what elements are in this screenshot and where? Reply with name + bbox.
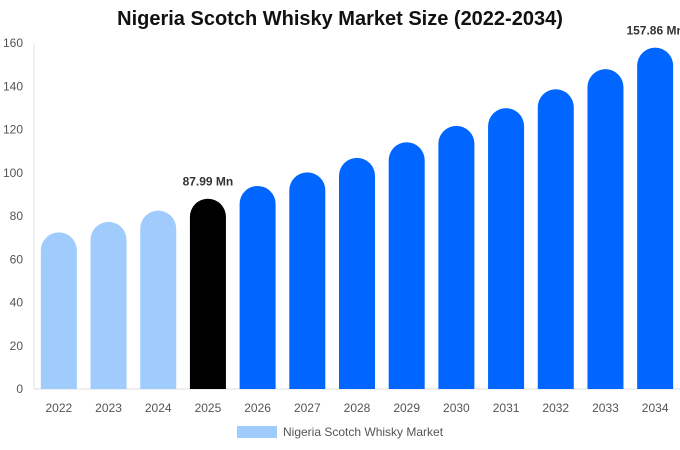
y-tick-label: 60 xyxy=(10,252,24,266)
x-tick-label: 2024 xyxy=(145,401,172,415)
x-tick-label: 2023 xyxy=(95,401,122,415)
chart-title: Nigeria Scotch Whisky Market Size (2022-… xyxy=(117,8,563,30)
y-tick-label: 0 xyxy=(16,382,23,396)
data-label-2025: 87.99 Mn xyxy=(183,175,234,189)
bar-2033 xyxy=(587,69,624,389)
y-tick-label: 80 xyxy=(10,209,24,223)
bar-2025 xyxy=(189,198,226,389)
x-tick-label: 2031 xyxy=(493,401,520,415)
y-tick-label: 100 xyxy=(3,166,23,180)
bar-2022 xyxy=(40,232,77,389)
x-tick-label: 2022 xyxy=(45,401,72,415)
x-tick-label: 2028 xyxy=(344,401,371,415)
y-tick-label: 140 xyxy=(3,79,23,93)
bar-2024 xyxy=(140,210,177,389)
bar-2030 xyxy=(438,125,475,390)
data-label-2034: 157.86 Mn xyxy=(626,24,680,38)
legend: Nigeria Scotch Whisky Market xyxy=(237,425,443,439)
x-tick-label: 2027 xyxy=(294,401,321,415)
bar-2023 xyxy=(90,221,127,389)
y-tick-label: 20 xyxy=(10,339,24,353)
x-tick-label: 2025 xyxy=(195,401,222,415)
x-tick-label: 2034 xyxy=(642,401,669,415)
bar-2032 xyxy=(537,89,574,389)
bar-2027 xyxy=(289,172,326,389)
x-tick-label: 2032 xyxy=(542,401,569,415)
y-tick-label: 160 xyxy=(3,36,23,50)
x-tick-label: 2033 xyxy=(592,401,619,415)
y-tick-label: 120 xyxy=(3,123,23,137)
x-tick-label: 2029 xyxy=(393,401,420,415)
bar-2028 xyxy=(339,157,375,389)
bar-2029 xyxy=(388,142,425,389)
y-tick-label: 40 xyxy=(10,296,24,310)
bar-2026 xyxy=(239,185,276,389)
legend-swatch xyxy=(237,426,277,438)
x-tick-label: 2030 xyxy=(443,401,470,415)
legend-label: Nigeria Scotch Whisky Market xyxy=(283,425,444,439)
x-tick-label: 2026 xyxy=(244,401,271,415)
bar-2031 xyxy=(488,108,525,390)
bar-2034 xyxy=(637,47,674,389)
